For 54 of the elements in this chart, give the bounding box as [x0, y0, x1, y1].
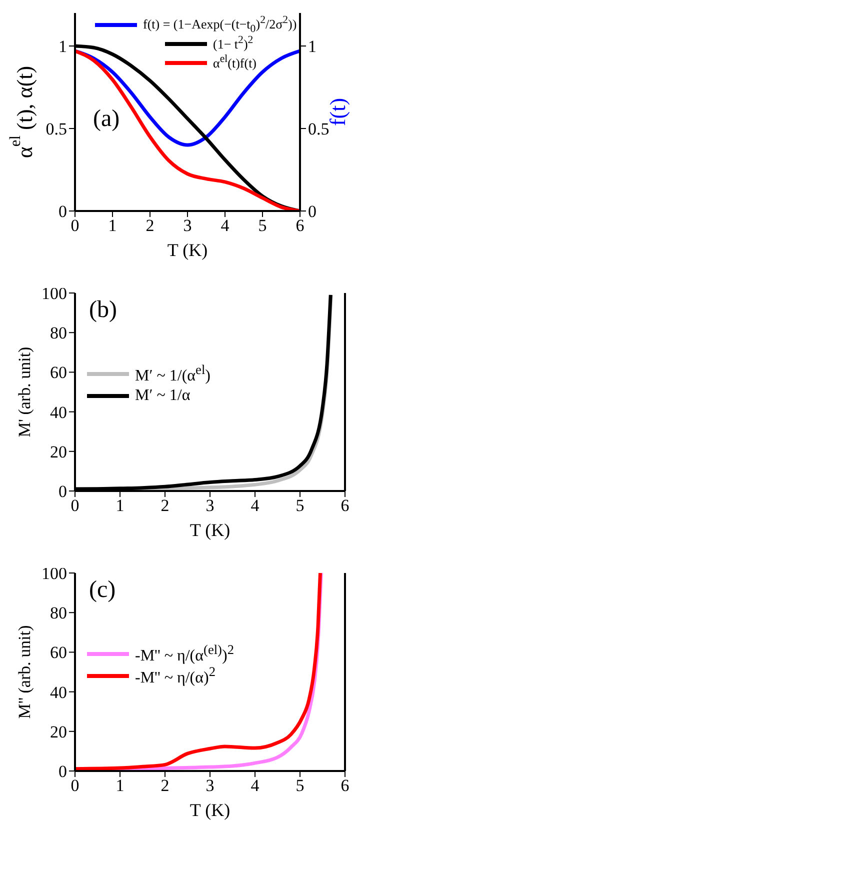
y-tick-label: 0.5 — [46, 120, 67, 139]
x-tick-label: 0 — [70, 776, 80, 796]
x-tick-label: 4 — [220, 216, 230, 236]
x-tick-label: 0 — [70, 496, 80, 516]
x-tick-label: 3 — [183, 216, 192, 236]
y-tick-label: 0 — [58, 762, 67, 782]
x-tick-label: 2 — [160, 496, 170, 516]
legend-label: M′ ~ 1/α — [135, 387, 190, 405]
x-tick-label: 5 — [296, 496, 304, 516]
x-tick-label: 2 — [160, 776, 170, 796]
y-tick-label: 100 — [42, 564, 67, 584]
legend-label: (1− t$^{2}$)$^{2}$ — [213, 34, 254, 53]
x-tick-label: 2 — [146, 216, 154, 236]
legend-label: M′ ~ 1/(α$^{el}$) — [135, 362, 210, 386]
x-tick-label: 4 — [250, 496, 260, 516]
annotation: (a) — [93, 106, 120, 134]
x-tick-label: 3 — [206, 776, 214, 796]
y-tick-label: 60 — [50, 643, 67, 662]
x-tick-label: 1 — [108, 216, 117, 236]
x-tick-label: 6 — [296, 216, 304, 236]
x-tick-label: 1 — [116, 776, 124, 796]
x-tick-label: 6 — [340, 776, 350, 796]
y-tick-label: 80 — [50, 604, 67, 623]
legend-label: f(t) = (1−Aexp(−(t−t$_{0}$)$^{2}$/2σ$^{2}$)) — [143, 14, 297, 35]
y-axis-title: M' (arb. unit) — [14, 346, 34, 438]
y-tick-label: 60 — [50, 363, 67, 382]
y-tick-label: 0 — [58, 202, 67, 222]
x-tick-label: 4 — [250, 776, 260, 796]
y-axis-title: M'' (arb. unit) — [14, 625, 34, 719]
y2-tick-label: 0 — [308, 202, 316, 222]
y2-tick-label: 1 — [308, 37, 316, 56]
y-tick-label: 80 — [50, 324, 67, 343]
legend-label: -M'' ~ η/(α)$^{2}$ — [135, 664, 216, 688]
x-axis-title: T (K) — [190, 520, 230, 540]
x-axis-title: T (K) — [190, 800, 230, 820]
legend-label: α$^{el}$(t)f(t) — [213, 53, 257, 72]
x-tick-label: 6 — [340, 496, 350, 516]
y2-tick-label: 0.5 — [308, 120, 330, 139]
annotation: (b) — [89, 297, 117, 324]
x-tick-label: 0 — [70, 216, 80, 236]
x-tick-label: 5 — [258, 216, 267, 236]
x-tick-label: 1 — [116, 496, 124, 516]
x-axis-title: T (K) — [167, 240, 208, 260]
y-tick-label: 100 — [42, 284, 67, 304]
y-tick-label: 20 — [50, 722, 67, 742]
y-tick-label: 40 — [50, 402, 67, 422]
y-tick-label: 0 — [58, 482, 67, 502]
y-tick-label: 40 — [50, 682, 67, 702]
x-tick-label: 3 — [206, 496, 214, 516]
x-tick-label: 5 — [296, 776, 304, 796]
annotation: (c) — [89, 577, 116, 604]
legend-label: -M'' ~ η/(α$^{(el)}$)$^{2}$ — [135, 642, 234, 666]
y-tick-label: 20 — [50, 442, 67, 462]
y-tick-label: 1 — [58, 37, 67, 56]
